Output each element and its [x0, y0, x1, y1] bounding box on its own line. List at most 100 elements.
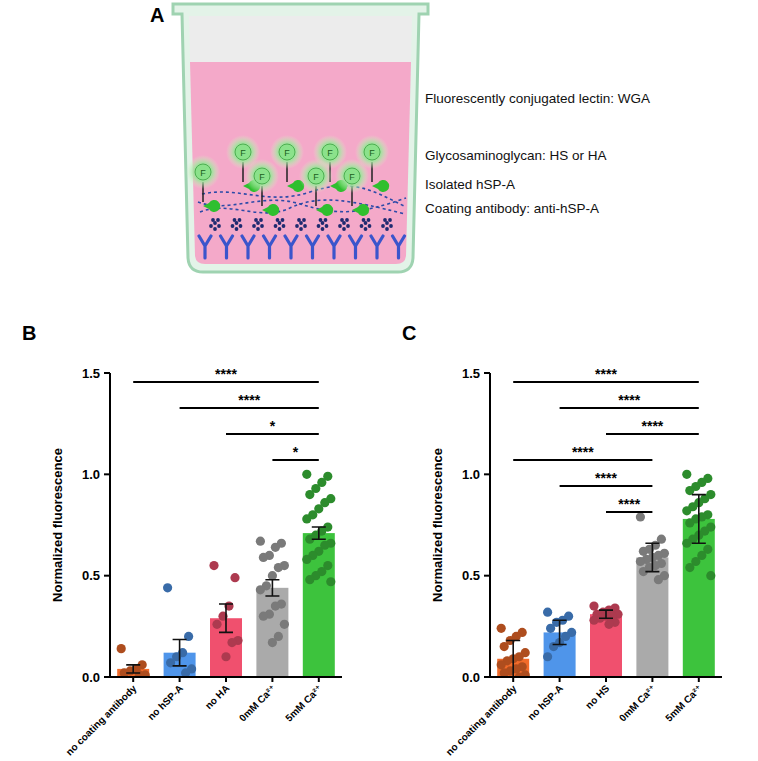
- antibody: [371, 236, 383, 258]
- glycosaminoglycan: [200, 200, 405, 214]
- hsp-a: [324, 218, 328, 222]
- antibody: [264, 236, 276, 258]
- data-point: [636, 557, 645, 566]
- y-tick: [104, 372, 110, 374]
- significance-label: ****: [572, 444, 594, 460]
- hsp-a: [317, 224, 321, 228]
- data-point: [682, 539, 691, 548]
- lectin: [352, 204, 369, 216]
- data-point: [500, 668, 509, 677]
- data-point: [209, 561, 218, 570]
- x-tick: [271, 677, 273, 682]
- significance-label: *: [293, 444, 299, 460]
- diagram-label: Isolated hSP-A: [425, 177, 515, 192]
- fluorophore-mark: F: [313, 172, 319, 182]
- hsp-a: [302, 218, 306, 222]
- hsp-a: [383, 218, 387, 222]
- x-tick: [318, 677, 320, 682]
- x-tick-label: no HA: [203, 683, 232, 712]
- data-point: [685, 486, 694, 495]
- y-tick-label: 1.5: [82, 366, 100, 381]
- data-point: [305, 490, 314, 499]
- y-tick: [104, 575, 110, 577]
- data-point: [117, 644, 126, 653]
- well: [173, 4, 428, 272]
- hsp-a: [209, 224, 213, 228]
- hsp-a: [299, 227, 303, 231]
- y-tick: [484, 575, 490, 577]
- hsp-a: [388, 218, 392, 222]
- well-air: [189, 16, 412, 62]
- y-tick-label: 0.0: [82, 670, 100, 685]
- x-tick-label: no hSP-A: [525, 683, 565, 723]
- fluorophore: [195, 164, 211, 180]
- fluorophore: [254, 168, 270, 184]
- hsp-a: [260, 224, 264, 228]
- x-tick-label: 5mM Ca²⁺: [663, 683, 704, 724]
- hsp-a: [385, 227, 389, 231]
- antibody: [393, 236, 405, 258]
- error-bar: [126, 665, 140, 673]
- y-tick: [484, 473, 490, 475]
- data-point: [302, 514, 311, 523]
- hsp-a: [235, 227, 239, 231]
- hsp-a: [381, 224, 385, 228]
- significance-label: ****: [595, 470, 617, 486]
- lectin: [262, 204, 279, 216]
- x-tick: [698, 677, 700, 682]
- x-tick-label: 5mM Ca²⁺: [283, 683, 324, 724]
- fluorophore-mark: F: [327, 148, 333, 158]
- data-point: [256, 585, 265, 594]
- panel-label: A: [150, 4, 164, 26]
- hsp-a: [325, 224, 329, 228]
- antibody: [285, 236, 297, 258]
- data-point: [706, 571, 715, 580]
- chart-0: B0.00.51.01.5no coating antibodyno hSP-A…: [22, 322, 342, 758]
- y-axis: [489, 373, 491, 677]
- antibody: [307, 236, 319, 258]
- fluorophore-mark: F: [369, 148, 375, 158]
- y-tick: [104, 473, 110, 475]
- data-point: [543, 652, 552, 661]
- lectin: [372, 180, 389, 192]
- fluorophore: [322, 144, 338, 160]
- page: { "diagram": { "title": "A", "labels": […: [0, 0, 758, 761]
- x-tick-label: 0mM Ca²⁺: [617, 683, 658, 724]
- error-bar: [173, 640, 187, 666]
- fluorophore-glow: [186, 155, 220, 189]
- data-point: [326, 577, 335, 586]
- error-bar: [553, 620, 567, 644]
- significance-label: ****: [238, 392, 260, 408]
- plot-area: [117, 470, 336, 677]
- data-point: [682, 470, 691, 479]
- hsp-a: [254, 218, 258, 222]
- data-point: [549, 642, 558, 651]
- y-tick-label: 0.0: [462, 670, 480, 685]
- hsp-a: [295, 224, 299, 228]
- plot-area: [497, 470, 716, 677]
- fluorophore-mark: F: [349, 172, 355, 182]
- figure: AFFFFFFFFFluorescently conjugated lectin…: [0, 0, 758, 761]
- y-tick-label: 0.5: [462, 568, 480, 583]
- data-point: [589, 601, 598, 610]
- x-tick: [512, 677, 514, 682]
- data-point: [305, 575, 314, 584]
- x-tick: [179, 677, 181, 682]
- hsp-a: [213, 227, 217, 231]
- fluorophore-mark: F: [259, 172, 265, 182]
- y-tick: [484, 372, 490, 374]
- fluorophore-glow: [270, 135, 304, 169]
- hsp-a: [342, 227, 346, 231]
- error-bar: [645, 543, 659, 571]
- data-point: [230, 573, 239, 582]
- data-point: [546, 624, 555, 633]
- hsp-a: [256, 227, 260, 231]
- diagram-label: Fluorescently conjugated lectin: WGA: [425, 91, 650, 106]
- error-bar: [599, 610, 613, 618]
- y-tick-label: 1.5: [462, 366, 480, 381]
- hsp-a: [362, 218, 366, 222]
- antibody: [350, 236, 362, 258]
- antibody: [328, 236, 340, 258]
- fluorophore-glow: [245, 159, 279, 193]
- antibody: [221, 236, 233, 258]
